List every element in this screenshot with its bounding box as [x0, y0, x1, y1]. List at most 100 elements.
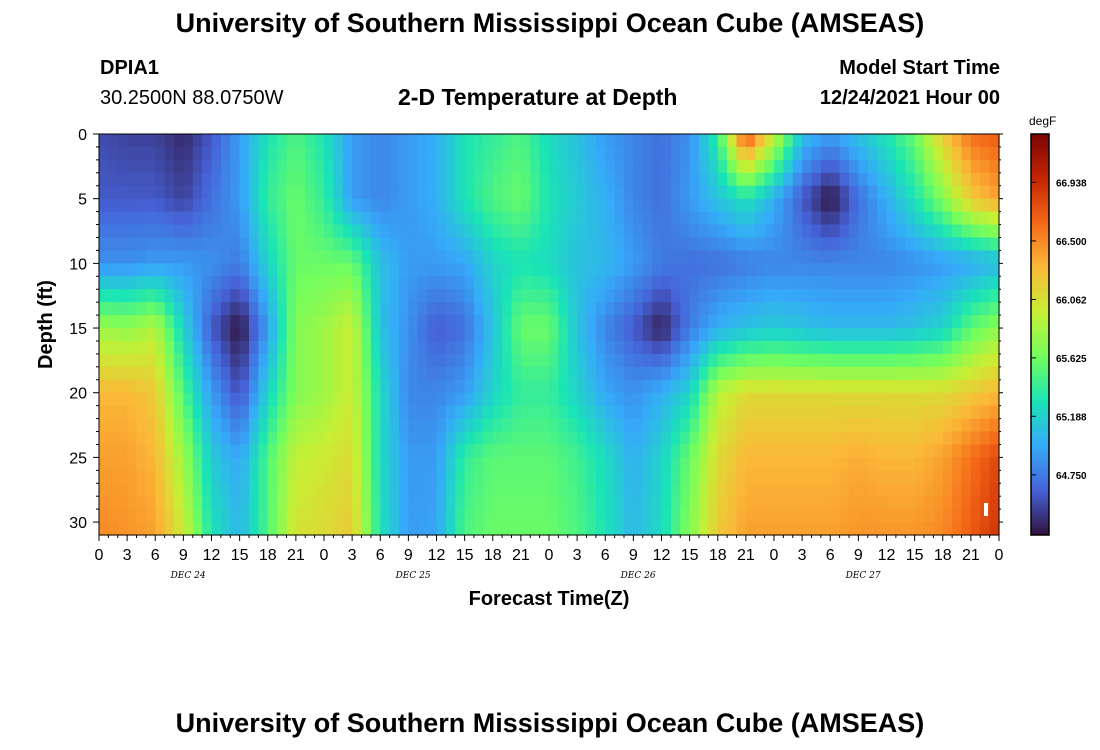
heatmap-cell	[267, 405, 278, 420]
heatmap-cell	[670, 237, 681, 252]
heatmap-cell	[670, 379, 681, 394]
heatmap-cell	[352, 198, 363, 213]
heatmap-cell	[295, 328, 306, 342]
heatmap-cell	[830, 198, 841, 213]
heatmap-cell	[567, 405, 578, 420]
heatmap-cell	[820, 250, 831, 264]
heatmap-cell	[914, 431, 925, 446]
heatmap-cell	[989, 496, 1000, 510]
heatmap-cell	[145, 276, 156, 290]
heatmap-cell	[980, 379, 991, 394]
heatmap-cell	[792, 211, 803, 226]
heatmap-cell	[661, 392, 672, 407]
heatmap-cell	[549, 470, 559, 484]
heatmap-cell	[933, 185, 944, 200]
heatmap-cell	[99, 159, 109, 174]
heatmap-cell	[942, 237, 953, 252]
heatmap-cell	[520, 263, 531, 277]
heatmap-cell	[642, 237, 653, 252]
heatmap-cell	[483, 418, 494, 433]
heatmap-cell	[455, 315, 466, 329]
heatmap-cell	[970, 159, 981, 174]
heatmap-cell	[399, 470, 409, 484]
heatmap-cell	[164, 289, 175, 303]
heatmap-cell	[586, 496, 597, 510]
heatmap-cell	[267, 134, 278, 148]
heatmap-cell	[445, 146, 456, 161]
heatmap-cell	[642, 224, 653, 239]
heatmap-cell	[595, 276, 606, 290]
heatmap-cell	[567, 237, 578, 252]
heatmap-cell	[314, 379, 325, 394]
heatmap-cell	[839, 405, 850, 420]
heatmap-cell	[952, 250, 963, 264]
heatmap-cell	[595, 198, 606, 213]
heatmap-cell	[708, 509, 719, 523]
heatmap-cell	[211, 470, 222, 484]
heatmap-cell	[624, 457, 634, 471]
heatmap-cell	[624, 224, 634, 239]
heatmap-cell	[352, 366, 363, 381]
heatmap-cell	[530, 392, 541, 407]
heatmap-cell	[652, 198, 663, 213]
heatmap-cell	[689, 263, 700, 277]
heatmap-cell	[624, 392, 634, 407]
heatmap-cell	[380, 276, 391, 290]
heatmap-cell	[483, 198, 494, 213]
heatmap-cell	[727, 315, 738, 329]
heatmap-cell	[155, 340, 166, 355]
heatmap-cell	[952, 366, 963, 381]
heatmap-cell	[736, 146, 747, 161]
heatmap-cell	[230, 483, 241, 497]
heatmap-cell	[858, 172, 869, 187]
heatmap-cell	[314, 457, 325, 471]
heatmap-cell	[614, 470, 625, 484]
heatmap-cell	[399, 159, 409, 174]
heatmap-cell	[849, 250, 859, 264]
heatmap-cell	[370, 146, 381, 161]
heatmap-cell	[436, 198, 447, 213]
heatmap-cell	[530, 405, 541, 420]
heatmap-cell	[792, 379, 803, 394]
heatmap-cell	[689, 405, 700, 420]
heatmap-cell	[305, 457, 316, 471]
heatmap-cell	[886, 250, 897, 264]
heatmap-cell	[183, 483, 194, 497]
heatmap-cell	[436, 470, 447, 484]
heatmap-cell	[267, 289, 278, 303]
heatmap-cell	[164, 483, 175, 497]
heatmap-cell	[408, 457, 419, 471]
heatmap-cell	[511, 522, 522, 536]
heatmap-cell	[511, 211, 522, 226]
heatmap-cell	[961, 418, 972, 433]
heatmap-cell	[370, 198, 381, 213]
heatmap-cell	[183, 289, 194, 303]
heatmap-cell	[183, 276, 194, 290]
heatmap-cell	[614, 522, 625, 536]
heatmap-cell	[989, 470, 1000, 484]
heatmap-cell	[839, 185, 850, 200]
heatmap-cell	[708, 315, 719, 329]
heatmap-cell	[202, 366, 213, 381]
heatmap-cell	[970, 379, 981, 394]
heatmap-cell	[989, 522, 1000, 536]
heatmap-cell	[558, 289, 569, 303]
heatmap-cell	[361, 522, 372, 536]
heatmap-cell	[924, 405, 934, 420]
heatmap-cell	[136, 198, 147, 213]
heatmap-cell	[802, 431, 813, 446]
heatmap-cell	[717, 172, 728, 187]
heatmap-cell	[680, 315, 691, 329]
heatmap-cell	[558, 379, 569, 394]
heatmap-cell	[839, 392, 850, 407]
heatmap-cell	[567, 457, 578, 471]
heatmap-cell	[549, 353, 559, 368]
heatmap-cell	[717, 353, 728, 368]
heatmap-cell	[567, 250, 578, 264]
heatmap-cell	[352, 405, 363, 420]
heatmap-cell	[605, 289, 616, 303]
temperature-depth-chart: 0 3 6 9 12 15 18 21 0 3 6 9 12 15 18 21 0 3 6 9 12 15 18 21 0 3 6 9…	[35, 114, 1087, 610]
heatmap-cell	[108, 522, 119, 536]
heatmap-cell	[155, 250, 166, 264]
heatmap-cell	[830, 263, 841, 277]
